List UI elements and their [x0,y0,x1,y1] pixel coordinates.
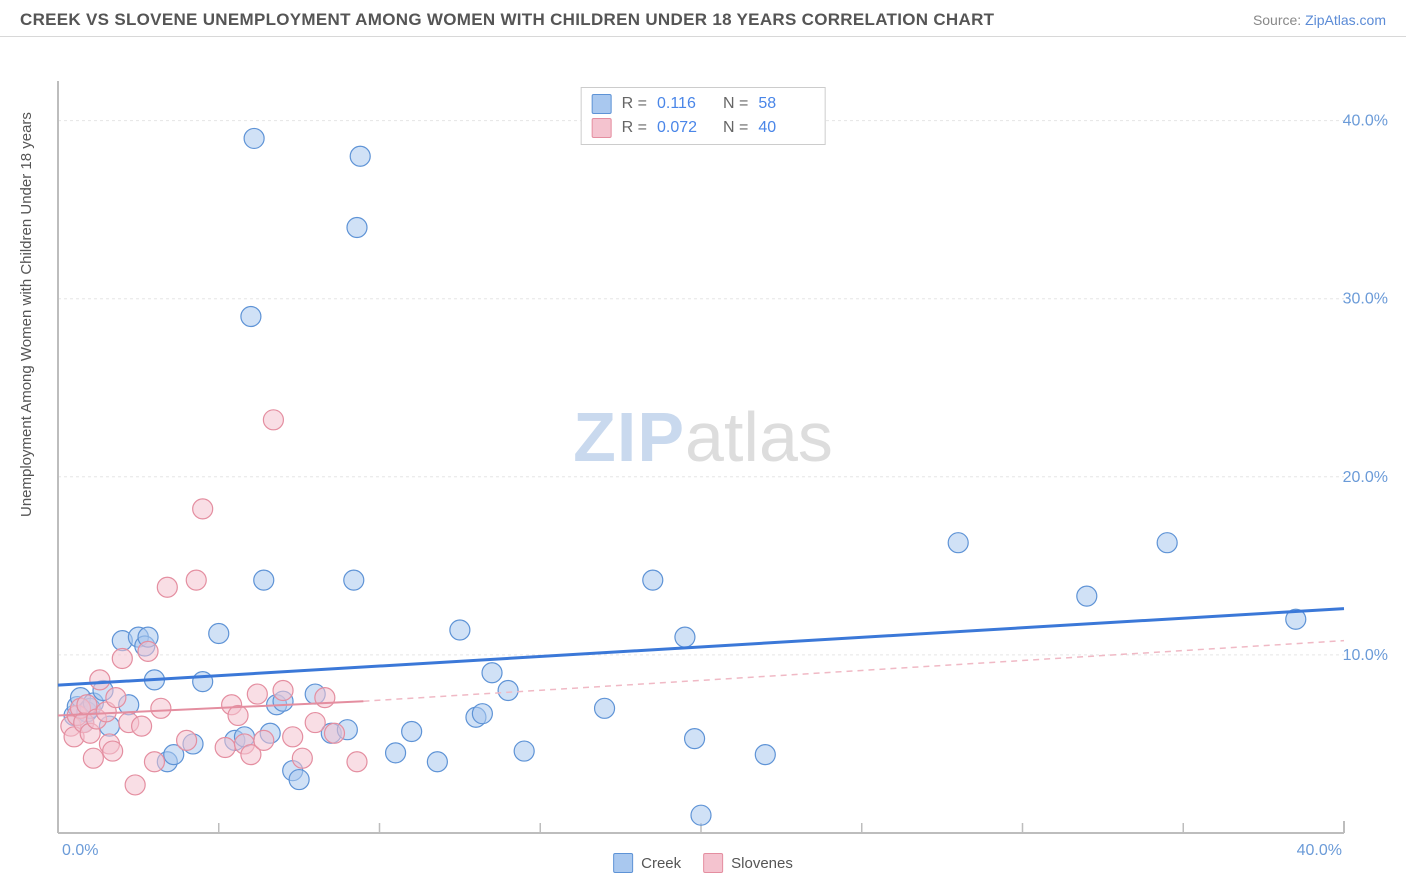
correlation-stats-box: R = 0.116 N = 58 R = 0.072 N = 40 [581,87,826,145]
stat-row: R = 0.116 N = 58 [592,92,815,116]
stat-swatch [592,118,612,138]
svg-text:20.0%: 20.0% [1343,469,1388,486]
legend-label: Slovenes [731,855,793,872]
svg-text:40.0%: 40.0% [1297,842,1342,857]
svg-text:0.0%: 0.0% [62,842,98,857]
r-label: R = [622,116,647,140]
legend-item: Slovenes [703,853,793,873]
svg-text:10.0%: 10.0% [1343,647,1388,664]
r-value: 0.116 [657,92,713,116]
stat-row: R = 0.072 N = 40 [592,116,815,140]
legend-swatch [703,853,723,873]
r-value: 0.072 [657,116,713,140]
source-link[interactable]: ZipAtlas.com [1305,12,1386,28]
svg-text:40.0%: 40.0% [1343,113,1388,130]
source-label: Source: [1253,12,1305,28]
legend-swatch [613,853,633,873]
stat-swatch [592,94,612,114]
legend-label: Creek [641,855,681,872]
r-label: R = [622,92,647,116]
legend-item: Creek [613,853,681,873]
y-axis-title: Unemployment Among Women with Children U… [18,112,35,517]
n-value: 40 [758,116,814,140]
chart-area: Unemployment Among Women with Children U… [0,37,1406,887]
header-bar: CREEK VS SLOVENE UNEMPLOYMENT AMONG WOME… [0,0,1406,37]
scatter-plot: 10.0% 20.0% 30.0% 40.0% 0.0% 40.0% [0,37,1406,857]
svg-text:30.0%: 30.0% [1343,291,1388,308]
legend: Creek Slovenes [613,853,793,873]
n-value: 58 [758,92,814,116]
n-label: N = [723,116,748,140]
n-label: N = [723,92,748,116]
chart-title: CREEK VS SLOVENE UNEMPLOYMENT AMONG WOME… [20,10,994,30]
source-line: Source: ZipAtlas.com [1253,12,1386,28]
